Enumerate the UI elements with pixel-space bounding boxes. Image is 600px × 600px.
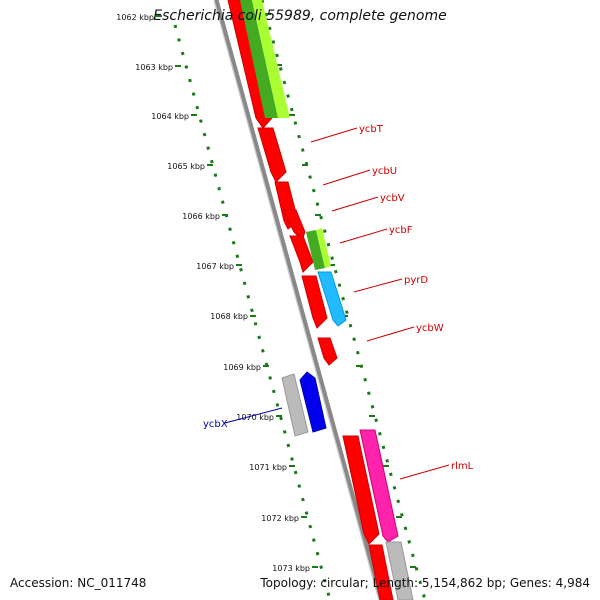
tick-label: 1064 kbp [151,112,189,121]
genes-forward [227,0,394,600]
tick-label: 1066 kbp [182,212,220,221]
tick-label: 1073 kbp [272,564,310,573]
inner-dotted-guide [173,24,332,600]
gene-next[interactable] [368,544,394,600]
genes-lane-2 [240,0,414,600]
genome-title: Escherichia coli 55989, complete genome [153,8,447,24]
kbp-ticks: 1062 kbp 1063 kbp 1064 kbp 1065 kbp 1066… [116,13,310,573]
tick-label: 1071 kbp [249,463,287,472]
gene-label-ycbX[interactable]: ycbX [203,419,228,430]
tick-label: 1069 kbp [223,363,261,372]
backbone-highlight [213,0,380,600]
gene-ycbX-blue[interactable] [299,371,327,433]
gene-rlmL-magenta[interactable] [359,429,399,543]
gene-ycbX-gray[interactable] [281,373,309,437]
tick-label: 1070 kbp [236,413,274,422]
tick-label: 1067 kbp [196,262,234,271]
gene-label-ycbV[interactable]: ycbV [380,193,405,204]
topology-text: Topology: circular; Length: 5,154,862 bp… [260,576,590,590]
gene-pyrD[interactable] [301,275,328,329]
tick-label: 1072 kbp [261,514,299,523]
accession-text: Accession: NC_011748 [10,576,147,590]
backbone-line [213,0,384,600]
gene-ycbU[interactable] [257,127,287,183]
gene-rlmL[interactable] [342,435,380,545]
tick-label: 1068 kbp [210,312,248,321]
genes-reverse [281,371,327,437]
tick-label: 1065 kbp [167,162,205,171]
label-leaders [310,127,450,480]
gene-label-ycbU[interactable]: ycbU [372,166,397,177]
gene-pyrD-cyan[interactable] [317,271,347,327]
gene-label-rlmL[interactable]: rlmL [451,461,474,472]
gene-ycbW[interactable] [317,337,338,366]
gene-green-top[interactable] [240,0,278,118]
gene-labels: ycbT ycbU ycbV ycbF pyrD ycbW ycbX rlmL [203,124,474,472]
tick-marks [156,13,416,568]
tick-label: 1063 kbp [135,63,173,72]
gene-ycbF-green[interactable] [306,230,325,270]
gene-gray-bottom[interactable] [385,541,414,600]
gene-label-pyrD[interactable]: pyrD [404,275,428,286]
gene-label-ycbW[interactable]: ycbW [416,323,444,334]
gene-label-ycbF[interactable]: ycbF [389,225,413,236]
gene-ycbF-2[interactable] [289,235,314,273]
tick-label: 1062 kbp [116,13,154,22]
label-leader-ycbX [224,407,283,424]
gene-ycbF-yellowgreen[interactable] [316,228,331,268]
gene-label-ycbT[interactable]: ycbT [359,124,384,135]
outer-dotted-guide [260,0,427,600]
gene-yellowgreen-top[interactable] [252,0,290,118]
